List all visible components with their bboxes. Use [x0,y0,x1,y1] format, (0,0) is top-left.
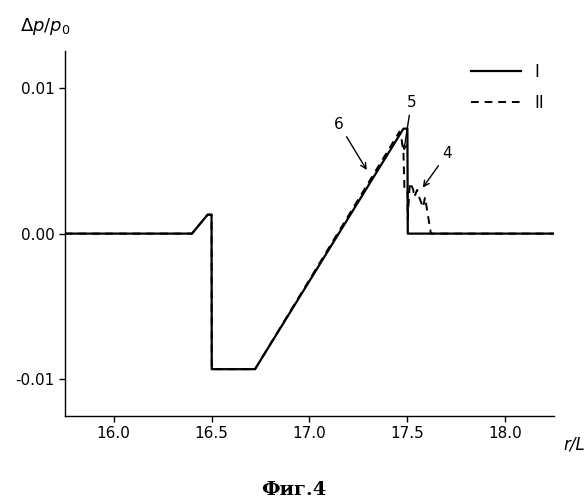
II [410,187,417,193]
II [208,366,215,372]
Y-axis label: $\Delta p/p_0$: $\Delta p/p_0$ [20,16,71,37]
II [396,128,403,134]
II [406,187,413,193]
Text: 4: 4 [423,146,452,186]
II [61,230,68,236]
I [400,126,407,132]
Text: Фиг.4: Фиг.4 [262,481,326,499]
II [204,212,211,218]
I [251,366,258,372]
II [398,136,405,142]
II [407,180,414,186]
II [419,204,426,210]
I [188,230,195,236]
I [404,126,411,132]
I [405,230,412,236]
I [208,212,215,218]
Text: 6: 6 [334,116,366,168]
I [208,366,215,372]
II [410,194,417,200]
Line: I: I [65,128,554,369]
II [400,150,407,156]
X-axis label: r/L: r/L [563,436,584,454]
II [551,230,558,236]
I [61,230,68,236]
II [252,366,259,372]
II [428,230,435,236]
II [427,230,435,236]
II [422,194,429,200]
II [404,187,411,193]
I [204,212,211,218]
I [252,366,259,372]
II [401,187,408,193]
Text: 5: 5 [402,94,416,149]
Line: II: II [65,132,554,369]
II [413,187,420,193]
Legend: I, II: I, II [465,56,551,119]
II [251,366,258,372]
II [208,212,215,218]
II [405,216,412,222]
I [551,230,558,236]
II [416,194,423,200]
II [188,230,195,236]
